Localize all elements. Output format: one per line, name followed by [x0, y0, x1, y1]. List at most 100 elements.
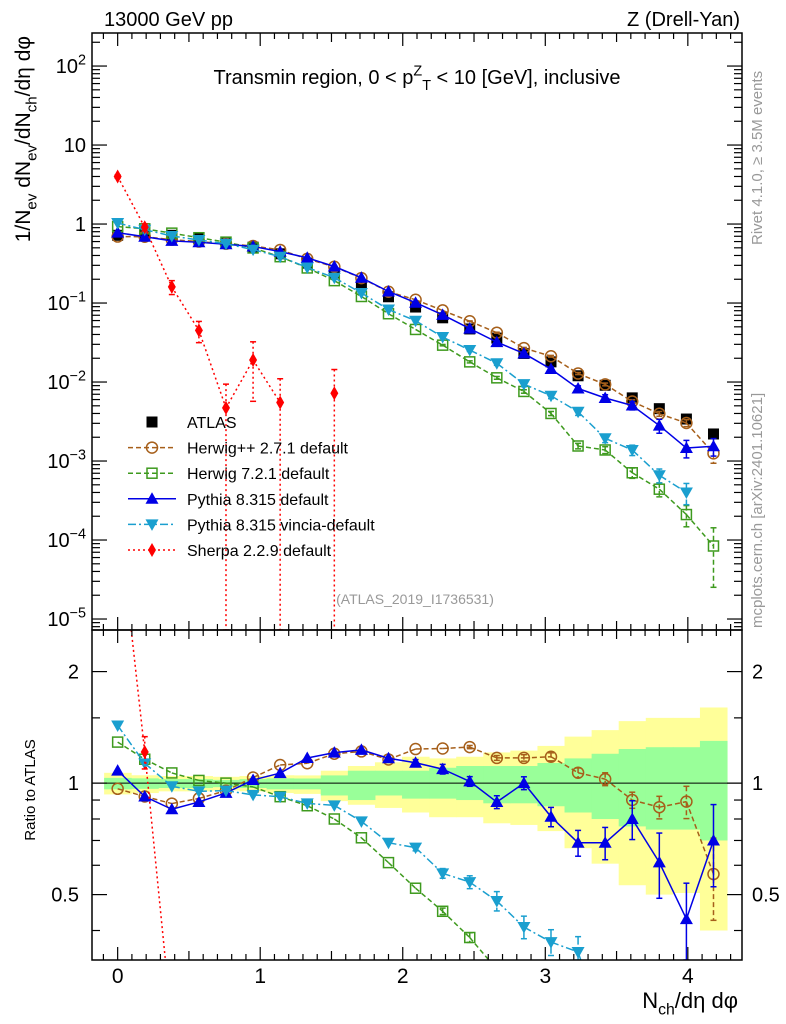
legend-item: Pythia 8.315 default — [128, 492, 329, 509]
series-0-ratio-line — [334, 750, 362, 755]
x-tick-label: 0 — [112, 965, 124, 988]
series-1-ratio-point — [328, 813, 341, 825]
series-0-ratio-line — [523, 756, 552, 759]
series-2-ratio-line — [252, 772, 281, 781]
series-1-ratio-point — [111, 736, 124, 748]
series-3-ratio-line — [415, 847, 444, 874]
series-2-main-point — [706, 439, 720, 452]
legend-marker — [145, 441, 159, 454]
ratio-tick-label-right: 2 — [752, 662, 763, 684]
series-3-main-point — [381, 304, 395, 317]
header-left: 13000 GeV pp — [104, 9, 233, 31]
series-3-ratio-line — [442, 872, 470, 883]
series-4-main-line — [171, 286, 200, 331]
series-2-ratio-line — [307, 751, 335, 759]
y-tick-label: 10−1 — [47, 290, 86, 315]
series-0-ratio-point — [517, 751, 531, 765]
series-2-ratio-point — [652, 855, 666, 868]
series-2-ratio-point — [381, 751, 395, 764]
series-2-main-point — [300, 251, 314, 263]
series-3-main-line — [333, 277, 362, 294]
stat-uncertainty-band — [320, 775, 349, 796]
series-0-ratio-point — [409, 742, 422, 756]
series-1-main-point — [572, 440, 584, 452]
series-3-main-point — [652, 470, 666, 482]
series-3-ratio-point — [517, 922, 531, 934]
series-3-main-line — [577, 411, 606, 439]
stat-uncertainty-band — [537, 763, 566, 807]
series-2-ratio-point — [192, 795, 206, 807]
series-2-ratio-line — [361, 749, 389, 760]
series-2-ratio-point — [327, 746, 341, 758]
series-1-main-point — [707, 540, 720, 552]
series-1-ratio-point — [409, 882, 422, 894]
series-2-main-point — [354, 271, 368, 283]
x-tick-label: 4 — [682, 965, 694, 988]
series-3-ratio-point — [300, 798, 314, 810]
series-3-main-point — [544, 390, 558, 403]
series-2-ratio-point — [679, 912, 693, 925]
series-1-main-point — [680, 508, 693, 521]
series-1-ratio-line — [442, 910, 471, 939]
series-0-main-point — [680, 416, 693, 430]
series-3-main-point — [409, 315, 423, 328]
series-2-main-line — [117, 231, 145, 238]
series-3-main-point — [436, 332, 450, 344]
ratio-tick-label-right: 1 — [752, 773, 763, 795]
ratio-axis-label: Ratio to ATLAS — [22, 739, 39, 840]
series-3-ratio-point — [111, 720, 125, 732]
series-2-ratio-line — [685, 840, 715, 920]
series-1-ratio-line — [360, 837, 389, 864]
atlas-data-point — [626, 392, 638, 404]
y-tick-label: 10−4 — [47, 527, 86, 552]
series-2-ratio-point — [409, 756, 423, 768]
series-2-ratio-line — [658, 862, 688, 920]
series-2-main-point — [517, 346, 531, 359]
series-0-main-point — [571, 367, 585, 380]
series-1-ratio-point — [436, 905, 449, 918]
legend-label: Sherpa 2.2.9 default — [187, 543, 332, 560]
series-1-ratio-line — [415, 887, 444, 912]
mcplots-label: mcplots.cern.ch [arXiv:2401.10621] — [749, 393, 766, 628]
series-2-ratio-point — [300, 751, 314, 764]
legend-label: Pythia 8.315 vincia-default — [187, 517, 375, 534]
y-tick-label: 10−5 — [47, 606, 86, 631]
x-tick-label: 3 — [539, 965, 551, 988]
x-tick-label: 2 — [397, 965, 409, 988]
series-0-ratio-point — [490, 751, 504, 765]
series-2-main-point — [625, 399, 639, 411]
series-3-main-point — [571, 406, 585, 419]
series-0-ratio-point — [544, 750, 558, 764]
stat-uncertainty-band — [402, 770, 430, 799]
y-tick-label: 1 — [75, 214, 86, 236]
series-0-main-point — [598, 378, 612, 391]
series-2-ratio-point — [138, 790, 152, 802]
series-3-ratio-point — [327, 800, 341, 812]
series-3-ratio-point — [409, 842, 423, 855]
ratio-plot — [92, 630, 742, 960]
series-3-main-point — [165, 230, 179, 243]
series-3-main-point — [300, 262, 314, 274]
series-3-main-line — [523, 383, 552, 397]
series-2-ratio-point — [706, 833, 720, 846]
series-3-main-point — [679, 487, 693, 499]
series-2-ratio-line — [631, 818, 660, 863]
series-0-ratio-point — [463, 740, 476, 754]
series-4-main-point — [167, 279, 176, 294]
series-3-main-line — [252, 248, 281, 258]
series-0-ratio-point — [436, 742, 449, 755]
axes: 0 1 2 3 4 10−5 10−4 10−3 10−2 10−1 1 10 102 0.5 0.5 1 1 2… — [12, 32, 780, 1019]
series-0-ratio-line — [117, 788, 145, 798]
series-1-main-point — [545, 407, 557, 420]
series-3-main-point — [490, 358, 504, 370]
series-3-main-line — [550, 395, 579, 413]
series-3-main-point — [192, 235, 206, 247]
series-3-main-line — [361, 292, 389, 311]
series-4-main-line — [144, 226, 173, 288]
legend-marker — [145, 519, 159, 531]
series-3-ratio-point — [165, 781, 179, 793]
y-tick-label: 10−3 — [47, 448, 86, 473]
series-0-ratio-point — [680, 795, 693, 808]
series-1-main-point — [599, 444, 611, 456]
series-3-main-point — [625, 444, 639, 457]
